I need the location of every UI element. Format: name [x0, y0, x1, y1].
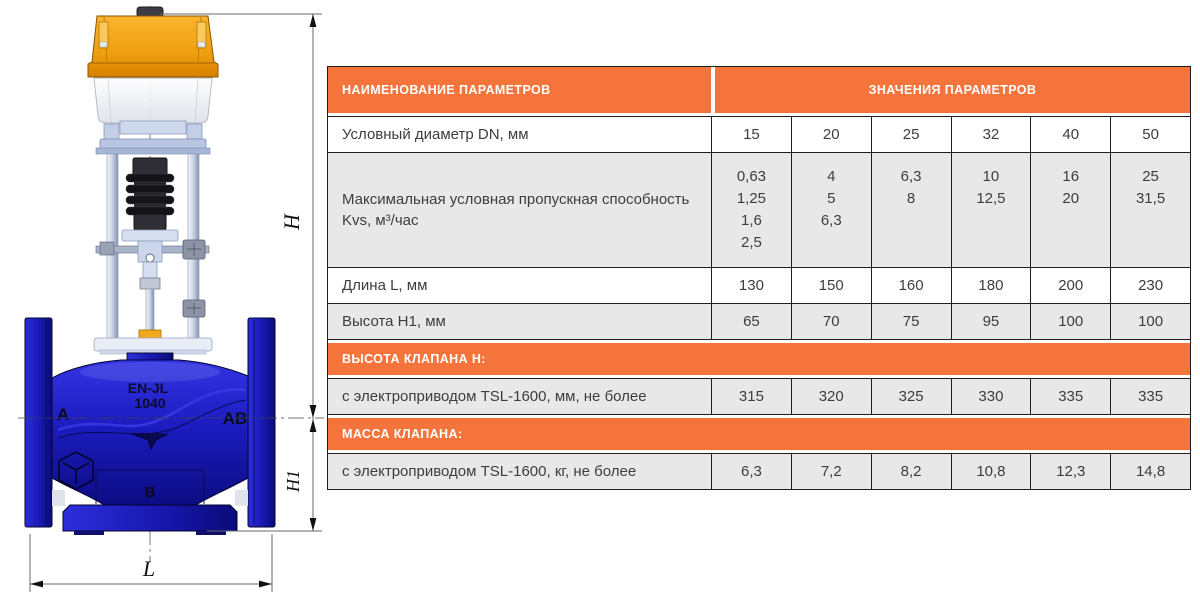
param-value: 8,2	[871, 454, 951, 489]
param-value: 335	[1111, 379, 1190, 414]
param-value: 16 20	[1031, 153, 1111, 267]
port-label-ab: AB	[223, 409, 248, 428]
param-value: 100	[1031, 304, 1111, 339]
param-value: 75	[871, 304, 951, 339]
param-value: 95	[951, 304, 1031, 339]
actuator-skirt	[93, 77, 213, 124]
param-value: 200	[1031, 268, 1111, 303]
param-value: 25 31,5	[1111, 153, 1190, 267]
param-value: 335	[1031, 379, 1111, 414]
dimension-lines	[29, 13, 322, 592]
param-value: 10 12,5	[951, 153, 1031, 267]
body-marking-line2: 1040	[134, 395, 165, 411]
param-value: 100	[1111, 304, 1190, 339]
param-label: Условный диаметр DN, мм	[328, 117, 711, 152]
valve-body: EN-JL 1040 A AB B	[24, 317, 276, 535]
flow-direction-mark	[131, 433, 169, 450]
param-value: 330	[951, 379, 1031, 414]
param-label: Высота H1, мм	[328, 304, 711, 339]
param-value: 65	[712, 304, 791, 339]
param-value: 20	[791, 117, 871, 152]
param-value: 7,2	[791, 454, 871, 489]
flange-left	[24, 317, 53, 528]
param-value: 15	[712, 117, 791, 152]
param-value: 320	[791, 379, 871, 414]
param-value: 130	[712, 268, 791, 303]
param-value: 10,8	[951, 454, 1031, 489]
bellows	[125, 157, 175, 231]
param-value: 12,3	[1031, 454, 1111, 489]
table-section-header: ВЫСОТА КЛАПАНА H:	[328, 340, 1190, 378]
param-value: 70	[791, 304, 871, 339]
param-label: Максимальная условная пропускная способн…	[328, 153, 711, 267]
parameters-table: НАИМЕНОВАНИЕ ПАРАМЕТРОВ ЗНАЧЕНИЯ ПАРАМЕТ…	[327, 66, 1191, 490]
brand-hexagon-logo	[58, 451, 94, 490]
port-label-a: A	[57, 405, 69, 424]
header-parameter-names: НАИМЕНОВАНИЕ ПАРАМЕТРОВ	[328, 67, 711, 113]
param-value: 50	[1111, 117, 1190, 152]
flange-right	[247, 317, 276, 528]
dimension-arrows	[30, 14, 317, 588]
table-section-header: МАССА КЛАПАНА:	[328, 415, 1190, 453]
param-label: Длина L, мм	[328, 268, 711, 303]
param-value: 230	[1111, 268, 1190, 303]
stem-assembly	[93, 229, 213, 355]
param-value: 25	[871, 117, 951, 152]
param-value: 14,8	[1111, 454, 1190, 489]
param-value: 6,3	[712, 454, 791, 489]
valve-technical-drawing: EN-JL 1040 A AB B H H1 L	[18, 6, 324, 592]
dimension-label-h1: H1	[283, 470, 303, 493]
param-value: 6,3 8	[871, 153, 951, 267]
port-label-b: B	[145, 484, 156, 501]
param-value: 4 5 6,3	[791, 153, 871, 267]
param-label: с электроприводом TSL-1600, кг, не более	[328, 454, 711, 489]
dimension-label-h: H	[279, 213, 304, 231]
table-header-row: НАИМЕНОВАНИЕ ПАРАМЕТРОВ ЗНАЧЕНИЯ ПАРАМЕТ…	[328, 67, 1190, 116]
header-parameter-values: ЗНАЧЕНИЯ ПАРАМЕТРОВ	[715, 67, 1190, 113]
electric-actuator	[87, 6, 219, 78]
body-marking-line1: EN-JL	[128, 380, 169, 396]
param-value: 40	[1031, 117, 1111, 152]
param-value: 0,63 1,25 1,6 2,5	[712, 153, 791, 267]
param-label: с электроприводом TSL-1600, мм, не более	[328, 379, 711, 414]
dimension-label-l: L	[142, 556, 155, 581]
param-value: 325	[871, 379, 951, 414]
param-value: 150	[791, 268, 871, 303]
param-value: 180	[951, 268, 1031, 303]
yoke-top-plate	[95, 120, 211, 155]
param-value: 315	[712, 379, 791, 414]
valve-base	[62, 504, 238, 532]
param-value: 32	[951, 117, 1031, 152]
param-value: 160	[871, 268, 951, 303]
